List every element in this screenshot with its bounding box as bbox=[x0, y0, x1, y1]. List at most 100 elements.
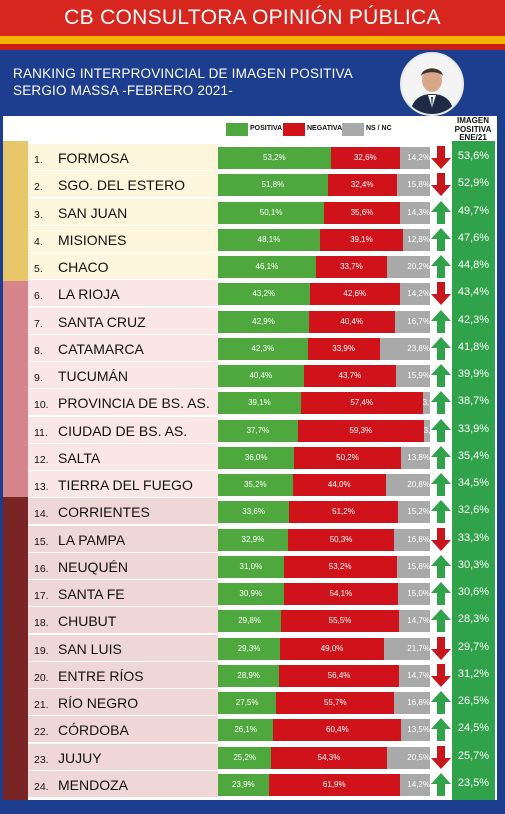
rank-number: 23. bbox=[34, 753, 49, 766]
rank-number: 5. bbox=[34, 263, 43, 275]
negative-value-label: 43,7% bbox=[338, 371, 362, 380]
prev-header-line3: ENE/21 bbox=[459, 133, 487, 143]
nsnc-segment: 15,8% bbox=[396, 555, 430, 578]
province-name: CHACO bbox=[58, 259, 109, 275]
province-name: FORMOSA bbox=[58, 150, 129, 166]
negative-segment: 54,3% bbox=[271, 746, 387, 769]
nsnc-value-label: 21,7% bbox=[407, 643, 430, 653]
positive-segment: 48,1% bbox=[218, 228, 320, 251]
table-row: 11. CIUDAD DE BS. AS. 37,7% 59,3% 3,0 33,9% bbox=[28, 416, 489, 444]
province-name: TUCUMÁN bbox=[58, 368, 128, 384]
negative-segment: 33,9% bbox=[307, 337, 380, 360]
prev-header-line2: POSITIVA bbox=[454, 124, 492, 134]
arrow-up-icon bbox=[431, 255, 451, 278]
stacked-bar: 31,0% 53,2% 15,8% bbox=[218, 555, 430, 578]
prev-positive-value: 32,6% bbox=[457, 504, 490, 517]
nsnc-value-label: 14,3% bbox=[407, 207, 430, 217]
negative-value-label: 50,2% bbox=[336, 452, 359, 462]
positive-value-label: 53,2% bbox=[263, 153, 286, 162]
prev-positive-value: 43,4% bbox=[457, 286, 490, 299]
row-separator bbox=[28, 279, 218, 280]
province-label: 22. CÓRDOBA bbox=[34, 722, 129, 738]
prev-positive-value: 42,3% bbox=[457, 313, 490, 326]
positive-value-label: 39,1% bbox=[248, 398, 271, 408]
province-label: 17. SANTA FE bbox=[34, 586, 125, 602]
table-row: 1. FORMOSA 53,2% 32,6% 14,2% 53,6% bbox=[28, 144, 489, 171]
positive-segment: 39,1% bbox=[218, 392, 301, 415]
negative-segment: 59,3% bbox=[297, 419, 424, 442]
province-name: JUJUY bbox=[58, 749, 102, 766]
rank-number: 18. bbox=[34, 617, 49, 630]
row-background bbox=[28, 416, 218, 444]
province-name: CHUBUT bbox=[58, 613, 117, 630]
header-stripe-red bbox=[0, 44, 505, 50]
province-name: SANTA CRUZ bbox=[58, 313, 146, 330]
prev-positive-value: 44,8% bbox=[457, 259, 490, 271]
nsnc-segment: 21,7% bbox=[383, 637, 430, 660]
prev-positive-value: 30,6% bbox=[457, 586, 490, 598]
avatar bbox=[400, 52, 464, 116]
province-name: LA PAMPA bbox=[58, 531, 126, 548]
arrow-up-icon bbox=[431, 336, 451, 360]
province-label: 19. SAN LUIS bbox=[34, 641, 122, 657]
negative-value-label: 57,4% bbox=[350, 398, 374, 408]
table-row: 18. CHUBUT 29,8% 55,5% 14,7% 28,3% bbox=[28, 607, 489, 635]
positive-value-label: 33,6% bbox=[242, 507, 265, 517]
arrow-up-icon bbox=[431, 691, 451, 714]
nsnc-segment: 20,5% bbox=[386, 746, 430, 769]
stacked-bar: 32,9% 50,3% 16,8% bbox=[218, 528, 430, 551]
positive-value-label: 48,1% bbox=[257, 234, 281, 244]
row-separator bbox=[28, 170, 218, 171]
negative-segment: 55,5% bbox=[281, 610, 399, 633]
positive-value-label: 29,8% bbox=[238, 616, 261, 626]
table-row: 4. MISIONES 48,1% 39,1% 12,8% 47,6% bbox=[28, 225, 489, 253]
province-name: ENTRE RÍOS bbox=[58, 667, 144, 684]
negative-value-label: 32,4% bbox=[350, 180, 374, 190]
nsnc-segment: 14,2% bbox=[399, 283, 430, 306]
table-row: 13. TIERRA DEL FUEGO 35,2% 44,0% 20,8% 34,5% bbox=[28, 471, 489, 498]
nsnc-value-label: 15,9% bbox=[407, 371, 430, 380]
table-row: 15. LA PAMPA 32,9% 50,3% 16,8% 33,3% bbox=[28, 525, 489, 553]
positive-value-label: 51,8% bbox=[261, 180, 285, 190]
nsnc-value-label: 20,5% bbox=[407, 752, 430, 762]
prev-positive-value: 41,8% bbox=[457, 340, 490, 353]
arrow-up-icon bbox=[431, 445, 451, 469]
arrow-up-icon bbox=[431, 391, 451, 415]
row-separator bbox=[28, 551, 218, 553]
arrow-up-icon bbox=[431, 418, 451, 442]
negative-segment: 32,6% bbox=[330, 147, 400, 169]
province-name: CORRIENTES bbox=[58, 504, 150, 521]
row-separator bbox=[28, 360, 218, 362]
stacked-bar: 37,7% 59,3% 3,0 bbox=[218, 419, 435, 442]
table-row: 5. CHACO 46,1% 33,7% 20,2% 44,8% bbox=[28, 253, 489, 280]
row-separator bbox=[28, 497, 218, 498]
stacked-bar: 46,1% 33,7% 20,2% bbox=[218, 256, 430, 278]
table-row: 2. SGO. DEL ESTERO 51,8% 32,4% 15,8% 52,9% bbox=[28, 171, 489, 199]
arrow-down-icon bbox=[431, 663, 451, 687]
row-background bbox=[28, 607, 218, 635]
row-background bbox=[28, 525, 218, 553]
positive-value-label: 37,7% bbox=[246, 425, 270, 435]
arrow-up-icon bbox=[431, 772, 451, 796]
row-separator bbox=[28, 306, 218, 308]
nsnc-segment: 14,3% bbox=[399, 201, 430, 224]
negative-segment: 40,4% bbox=[308, 310, 395, 333]
positive-value-label: 43,2% bbox=[252, 289, 276, 299]
negative-segment: 57,4% bbox=[300, 392, 423, 415]
row-background bbox=[28, 280, 218, 308]
row-separator bbox=[28, 197, 218, 199]
province-label: 6. LA RIOJA bbox=[34, 286, 119, 302]
province-label: 24. MENDOZA bbox=[34, 777, 128, 793]
stacked-bar: 42,9% 40,4% 16,7% bbox=[218, 310, 430, 333]
table-row: 24. MENDOZA 23,9% 61,9% 14,2% 23,5% bbox=[28, 770, 489, 798]
table-row: 23. JUJUY 25,2% 54,3% 20,5% 25,7% bbox=[28, 743, 489, 771]
negative-value-label: 42,6% bbox=[343, 289, 367, 299]
negative-segment: 32,4% bbox=[327, 174, 397, 197]
nsnc-segment: 13,5% bbox=[401, 719, 430, 742]
table-row: 22. CÓRDOBA 26,1% 60,4% 13,5% 24,5% bbox=[28, 716, 489, 744]
province-label: 8. CATAMARCA bbox=[34, 341, 144, 357]
negative-value-label: 56,4% bbox=[327, 670, 351, 680]
nsnc-segment: 14,2% bbox=[399, 147, 430, 169]
negative-segment: 56,4% bbox=[279, 664, 399, 687]
prev-positive-value: 31,2% bbox=[457, 667, 490, 680]
